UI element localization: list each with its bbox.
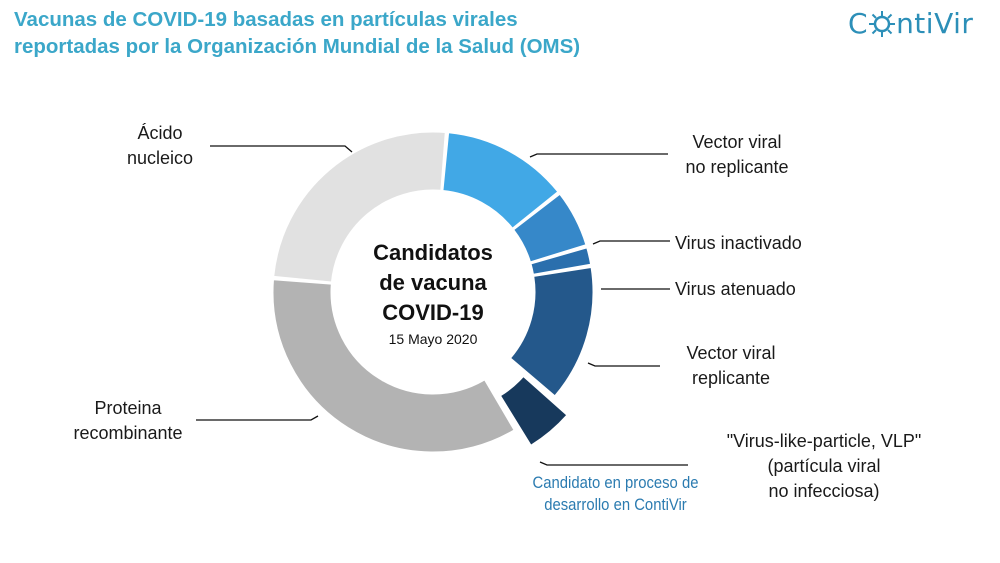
note-line-2: desarrollo en ContiVir bbox=[544, 496, 687, 514]
title-line-2: reportadas por la Organización Mundial d… bbox=[14, 35, 581, 58]
label-replicating-vector-line-1: Vector viral bbox=[686, 343, 776, 363]
virus-icon bbox=[868, 7, 896, 51]
center-line-2: de vacuna bbox=[379, 270, 487, 295]
label-vlp-line-3: no infecciosa) bbox=[768, 481, 880, 501]
slice-replicating-vector bbox=[509, 266, 594, 397]
center-line-1: Candidatos bbox=[373, 240, 493, 265]
label-replicating-vector-line-2: replicante bbox=[691, 368, 771, 388]
label-inactivated-virus-line-1: Virus inactivado bbox=[675, 233, 802, 253]
label-nucleic-acid-line-2: nucleico bbox=[126, 148, 194, 168]
center-date: 15 Mayo 2020 bbox=[388, 331, 478, 347]
chart-title: Vacunas de COVID-19 basadas en partícula… bbox=[14, 6, 774, 60]
leader-non-replicating-vector bbox=[529, 153, 668, 158]
center-line-3: COVID-19 bbox=[382, 300, 484, 325]
label-vlp-line-1: "Virus-like-particle, VLP" bbox=[726, 431, 922, 451]
slice-vlp bbox=[499, 375, 568, 446]
label-non-replicating-vector: Vector viral no replicante bbox=[672, 130, 802, 180]
donut-center-text: Candidatos de vacuna COVID-19 15 Mayo 20… bbox=[333, 238, 533, 349]
note-line-1: Candidato en proceso de bbox=[532, 474, 699, 492]
label-vlp-line-2: (partícula viral bbox=[767, 456, 881, 476]
label-vlp: "Virus-like-particle, VLP" (partícula vi… bbox=[690, 429, 958, 504]
leader-vlp bbox=[539, 461, 688, 466]
slice-recombinant-protein bbox=[272, 279, 515, 453]
label-inactivated-virus: Virus inactivado bbox=[675, 231, 802, 256]
slice-non-replicating-vector bbox=[442, 132, 559, 229]
contivir-candidate-note: Candidato en proceso de desarrollo en Co… bbox=[512, 472, 719, 516]
leader-inactivated-virus bbox=[592, 240, 670, 245]
slice-attenuated-virus bbox=[530, 247, 592, 275]
label-recombinant-protein: Proteina recombinante bbox=[62, 396, 194, 446]
label-non-replicating-vector-line-2: no replicante bbox=[685, 157, 789, 177]
label-attenuated-virus: Virus atenuado bbox=[675, 277, 796, 302]
contivir-logo: C ntiVir bbox=[848, 2, 973, 46]
logo-text-c: C bbox=[848, 7, 869, 40]
leader-recombinant-protein bbox=[196, 415, 319, 421]
label-non-replicating-vector-line-1: Vector viral bbox=[692, 132, 782, 152]
title-line-1: Vacunas de COVID-19 basadas en partícula… bbox=[14, 8, 518, 31]
logo-text-rest: ntiVir bbox=[896, 7, 974, 40]
leader-nucleic-acid bbox=[210, 145, 353, 153]
label-nucleic-acid-line-1: Ácido bbox=[137, 123, 183, 143]
label-replicating-vector: Vector viral replicante bbox=[665, 341, 797, 391]
slice-nucleic-acid bbox=[273, 131, 446, 283]
label-nucleic-acid: Ácido nucleico bbox=[112, 121, 208, 171]
leader-replicating-vector bbox=[587, 362, 660, 367]
label-attenuated-virus-line-1: Virus atenuado bbox=[675, 279, 796, 299]
label-recombinant-protein-line-1: Proteina bbox=[94, 398, 162, 418]
label-recombinant-protein-line-2: recombinante bbox=[73, 423, 183, 443]
slice-inactivated-virus bbox=[513, 193, 587, 263]
